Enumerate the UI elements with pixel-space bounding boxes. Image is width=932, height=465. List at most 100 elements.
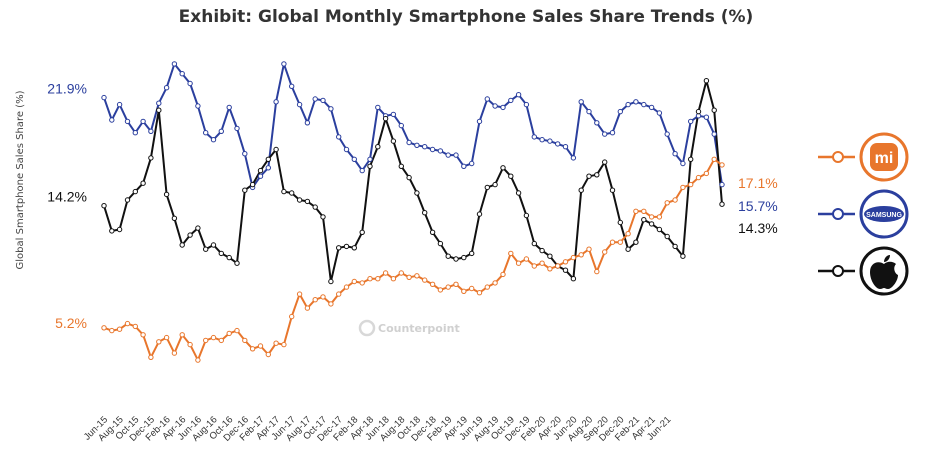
data-point-xiaomi	[633, 208, 639, 215]
data-point-xiaomi	[343, 284, 350, 290]
data-point-xiaomi	[648, 214, 655, 220]
data-point-apple	[453, 256, 459, 262]
data-point-xiaomi	[625, 231, 631, 237]
data-point-xiaomi	[140, 332, 146, 338]
data-point-apple	[500, 165, 506, 171]
data-point-samsung	[156, 100, 162, 106]
data-point-apple	[648, 221, 655, 227]
data-point-apple	[680, 253, 686, 259]
end-label-samsung: 15.7%	[738, 198, 778, 214]
data-point-samsung	[320, 97, 326, 104]
data-point-samsung	[453, 152, 459, 158]
data-point-apple	[148, 155, 154, 161]
data-point-xiaomi	[375, 276, 381, 282]
data-point-apple	[140, 180, 146, 186]
data-point-apple	[156, 107, 162, 113]
data-point-apple	[343, 243, 350, 250]
data-point-apple	[414, 190, 420, 196]
data-point-apple	[359, 229, 365, 236]
data-point-xiaomi	[555, 263, 561, 269]
data-point-apple	[109, 228, 115, 234]
samsung-logo-icon	[864, 206, 904, 222]
data-point-apple	[570, 276, 577, 282]
data-point-xiaomi	[437, 287, 444, 293]
data-point-samsung	[203, 130, 209, 136]
data-point-xiaomi	[179, 332, 185, 338]
data-point-xiaomi	[289, 313, 295, 320]
data-point-apple	[523, 212, 530, 219]
data-point-xiaomi	[578, 252, 584, 258]
data-point-xiaomi	[414, 273, 420, 279]
apple-logo-icon	[870, 255, 898, 289]
data-point-apple	[484, 184, 490, 191]
data-point-xiaomi	[367, 276, 373, 282]
samsung-logo-text: SAMSUNG	[866, 212, 902, 219]
data-point-xiaomi	[422, 277, 428, 283]
data-point-apple	[312, 204, 318, 210]
data-point-samsung	[641, 101, 647, 108]
data-point-xiaomi	[328, 301, 334, 307]
data-point-apple	[218, 250, 225, 257]
data-point-samsung	[406, 139, 412, 146]
data-point-samsung	[617, 108, 623, 115]
data-point-apple	[641, 217, 647, 223]
data-point-xiaomi	[320, 294, 326, 300]
data-point-xiaomi	[656, 214, 663, 220]
data-point-samsung	[140, 118, 146, 125]
data-point-apple	[203, 246, 209, 252]
data-point-samsung	[688, 118, 694, 125]
data-point-apple	[578, 187, 584, 193]
data-point-samsung	[414, 142, 420, 149]
legend-item-samsung: SAMSUNG	[818, 189, 909, 239]
data-point-samsung	[148, 128, 154, 135]
data-point-xiaomi	[523, 256, 530, 262]
data-point-samsung	[531, 134, 537, 140]
data-point-samsung	[586, 108, 592, 115]
data-point-apple	[469, 250, 475, 257]
data-point-samsung	[328, 106, 334, 112]
data-point-xiaomi	[359, 280, 365, 286]
data-point-samsung	[609, 130, 616, 136]
data-point-samsung	[656, 110, 663, 116]
data-point-apple	[273, 146, 279, 153]
data-point-apple	[633, 239, 639, 245]
data-point-samsung	[461, 163, 467, 170]
data-point-samsung	[703, 114, 710, 120]
data-point-apple	[688, 156, 694, 163]
data-point-xiaomi	[312, 297, 318, 303]
data-point-samsung	[351, 156, 357, 163]
x-axis-ticks: Jun-15Aug-15Oct-15Dec-15Feb-16Apr-16Jun-…	[82, 414, 674, 443]
end-label-xiaomi: 17.1%	[738, 175, 778, 191]
data-point-xiaomi	[429, 281, 436, 287]
data-point-xiaomi	[539, 260, 545, 266]
start-label-samsung: 21.9%	[47, 81, 87, 97]
data-point-apple	[531, 240, 537, 247]
data-point-apple	[132, 188, 139, 195]
data-point-samsung	[492, 103, 498, 109]
data-point-samsung	[375, 104, 381, 111]
data-point-xiaomi	[484, 284, 490, 290]
data-point-xiaomi	[156, 339, 162, 345]
data-point-samsung	[132, 130, 139, 136]
data-point-apple	[124, 197, 131, 203]
data-point-xiaomi	[711, 156, 717, 163]
data-point-samsung	[210, 137, 217, 143]
data-point-xiaomi	[218, 337, 225, 344]
data-point-samsung	[570, 155, 577, 161]
data-point-apple	[547, 253, 553, 259]
data-point-apple	[476, 211, 483, 217]
data-point-samsung	[304, 120, 311, 126]
series-points	[101, 61, 725, 363]
data-point-samsung	[476, 118, 483, 125]
data-point-samsung	[664, 131, 670, 137]
data-point-samsung	[296, 101, 303, 108]
edge-labels: 21.9% 15.7% 14.2% 14.3% 5.2% 17.1%	[47, 81, 777, 331]
data-point-xiaomi	[249, 346, 256, 352]
data-point-samsung	[289, 83, 295, 90]
data-point-apple	[234, 260, 240, 266]
data-point-apple	[429, 229, 436, 236]
data-point-apple	[382, 115, 389, 122]
data-point-apple	[664, 233, 670, 240]
data-point-samsung	[367, 156, 373, 163]
data-point-apple	[594, 172, 600, 178]
